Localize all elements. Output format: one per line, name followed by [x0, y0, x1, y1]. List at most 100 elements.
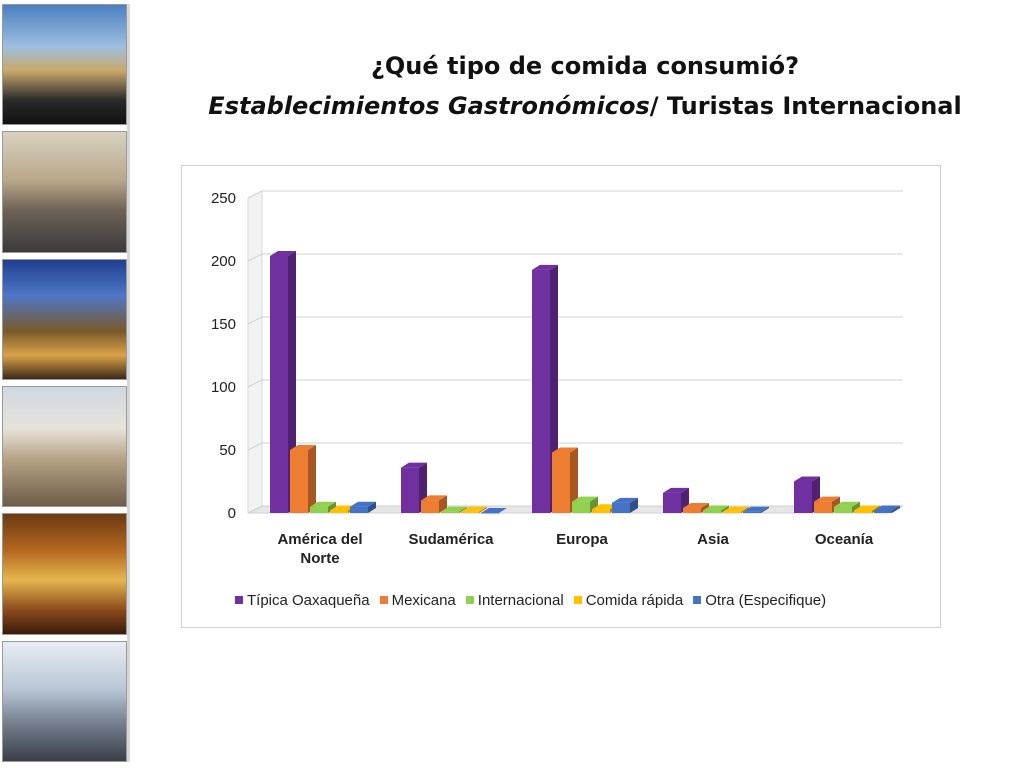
bar-side: [761, 506, 769, 513]
gridline-side: [247, 379, 263, 388]
legend-label: Internacional: [477, 591, 564, 609]
bar-side: [368, 501, 376, 513]
bar-side: [288, 250, 296, 513]
bar-top: [350, 501, 376, 507]
bar: [532, 269, 550, 513]
gridline-side: [247, 316, 263, 325]
photo-church-square: [2, 385, 127, 508]
bar: [270, 255, 288, 513]
bar: [814, 501, 832, 513]
y-tick-label: 200: [211, 253, 236, 270]
bar: [854, 510, 872, 513]
y-tick-label: 150: [211, 316, 236, 333]
legend-swatch: [379, 596, 388, 604]
bar: [481, 513, 499, 514]
legend-swatch: [235, 596, 243, 604]
bar-side: [439, 495, 447, 513]
y-tick-label: 50: [219, 442, 236, 459]
bar: [703, 510, 721, 513]
photo-hotel-room: [2, 513, 127, 635]
legend-swatch: [693, 596, 702, 604]
bar-top: [703, 505, 729, 511]
bar-top: [683, 502, 709, 508]
chart-side-wall: [247, 190, 263, 514]
subtitle-italic: Establecimientos Gastronómicos: [208, 92, 650, 120]
bar: [330, 510, 348, 513]
bar: [663, 492, 681, 513]
bar: [572, 501, 590, 513]
bar-top: [310, 501, 336, 507]
chart-legend: Típica Oaxaqueña Mexicana Internacional Com…: [235, 590, 915, 610]
legend-item: Internacional: [465, 590, 564, 610]
x-category-label: Europa: [556, 531, 608, 548]
gridline-side: [247, 190, 263, 199]
bar: [310, 506, 328, 513]
legend-label: Típica Oaxaqueña: [247, 591, 370, 609]
bar: [612, 502, 630, 513]
bar: [592, 509, 610, 513]
photo-terrace-sunset: [2, 258, 127, 380]
bar-top: [612, 497, 638, 503]
gridline-side: [247, 442, 263, 451]
bar-side: [892, 505, 900, 513]
bar: [723, 511, 741, 513]
bar-side: [721, 505, 729, 513]
photo-tourists-pool: [2, 4, 127, 126]
bar: [461, 511, 479, 513]
bar-side: [741, 506, 749, 513]
bar: [421, 500, 439, 513]
gridline-side: [247, 505, 263, 514]
bar-side: [630, 497, 638, 513]
chart-frame: [181, 165, 941, 628]
bar: [350, 506, 368, 513]
legend-label: Mexicana: [391, 591, 456, 609]
legend-item: Comida rápida: [573, 590, 684, 610]
bar-top: [401, 462, 427, 468]
bar-side: [459, 506, 467, 513]
bar-top: [481, 508, 507, 513]
bar: [683, 507, 701, 513]
legend-swatch: [465, 596, 474, 604]
bar: [794, 481, 812, 513]
bar-side: [328, 501, 336, 513]
legend-label: Otra (Especifique): [705, 591, 827, 609]
bar-top: [743, 506, 769, 512]
y-tick-label: 0: [228, 505, 236, 522]
legend-item: Otra (Especifique): [693, 590, 826, 610]
photo-strip: [2, 4, 130, 762]
legend-item: Mexicana: [379, 590, 456, 610]
x-category-label: América del: [277, 531, 362, 548]
bar: [441, 511, 459, 513]
y-tick-label: 100: [211, 379, 236, 396]
legend-swatch: [573, 596, 582, 604]
bar-top: [532, 264, 558, 270]
bar: [290, 450, 308, 513]
bar-top: [572, 496, 598, 502]
slide-subtitle: Establecimientos Gastronómicos/ Turistas…: [160, 92, 1010, 120]
bar-top: [441, 506, 467, 512]
bar-top: [814, 496, 840, 502]
bar-top: [874, 505, 900, 511]
bar-top: [854, 505, 880, 511]
bar-top: [421, 495, 447, 501]
bar: [401, 467, 419, 513]
bar: [834, 506, 852, 513]
gridline-side: [247, 253, 263, 262]
bar-top: [723, 506, 749, 512]
bar-top: [270, 250, 296, 256]
photo-street-crowd: [2, 131, 127, 253]
bar-top: [834, 501, 860, 507]
bar: [743, 511, 761, 513]
legend-item: Típica Oaxaqueña: [235, 590, 370, 610]
x-category-label: Oceanía: [815, 531, 874, 548]
bar-top: [290, 445, 316, 450]
bar-top: [330, 505, 356, 511]
legend-label: Comida rápida: [585, 591, 684, 609]
photo-airport-crowd: [2, 640, 127, 762]
bar-side: [308, 445, 316, 513]
bar-top: [461, 506, 487, 512]
x-category-label: Sudamérica: [408, 531, 494, 548]
bar-top: [794, 476, 820, 482]
bar: [552, 452, 570, 513]
